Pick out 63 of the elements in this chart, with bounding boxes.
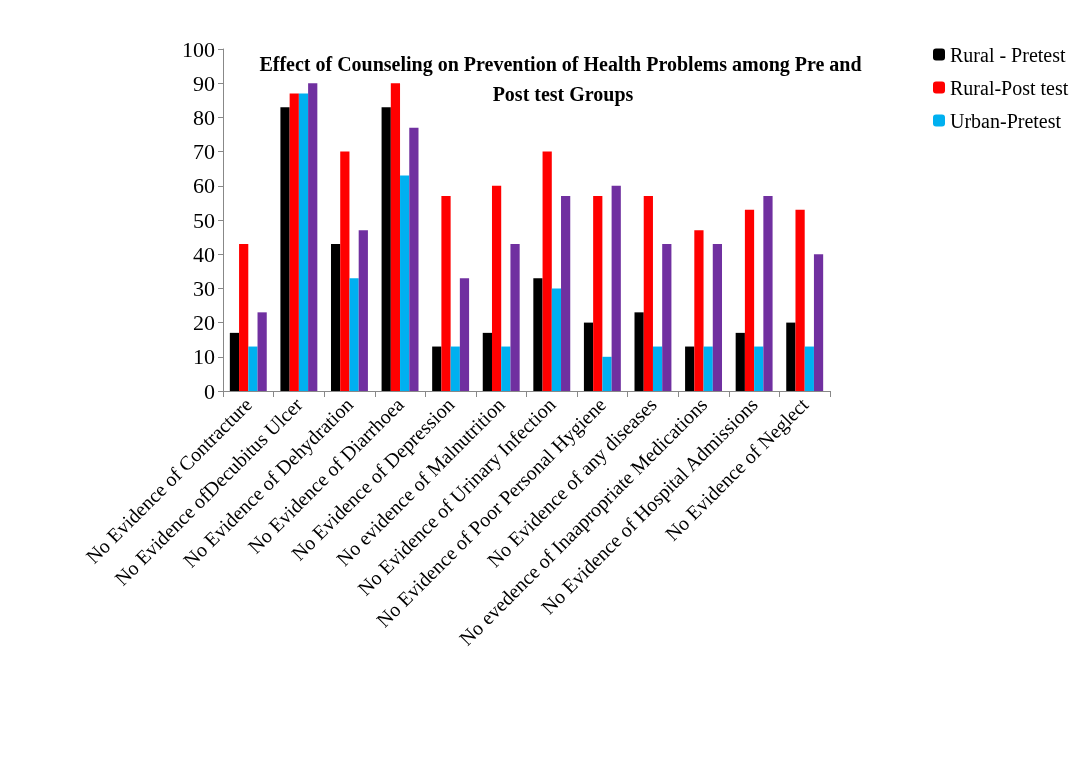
bar	[340, 151, 350, 391]
bar	[298, 93, 309, 391]
legend-label: Rural - Pretest	[950, 43, 1066, 66]
bar	[754, 346, 764, 391]
bar	[510, 243, 520, 391]
bar	[602, 356, 612, 391]
bar	[432, 346, 442, 391]
y-tick-label: 70	[193, 139, 215, 165]
bar	[308, 83, 318, 391]
bar	[358, 230, 368, 391]
bar	[381, 107, 391, 391]
bar	[634, 312, 644, 391]
y-tick-label: 20	[193, 310, 215, 336]
y-tick-label: 10	[193, 344, 215, 370]
bar	[542, 151, 552, 391]
y-tick-label: 100	[182, 36, 215, 62]
y-tick-label: 40	[193, 241, 215, 267]
bar	[248, 346, 258, 391]
bar	[409, 127, 419, 391]
bar	[685, 346, 695, 391]
bar	[712, 243, 722, 391]
bar	[795, 209, 805, 391]
bar	[349, 278, 359, 391]
bar	[593, 196, 603, 391]
bar	[694, 230, 704, 391]
bar	[652, 346, 663, 391]
bar	[583, 322, 594, 391]
bar	[813, 254, 824, 391]
bar	[643, 196, 653, 391]
bar	[533, 278, 543, 391]
bar	[289, 93, 299, 391]
bar	[482, 332, 492, 391]
bar	[441, 196, 451, 391]
bar	[551, 288, 562, 391]
legend-label: Rural-Post test	[950, 76, 1069, 99]
y-tick-label: 0	[204, 378, 215, 404]
bar	[786, 322, 796, 391]
text: Effect of Counseling on Prevention of Health Problems among Pre and Post test Groups	[259, 53, 867, 106]
y-tick-label: 30	[193, 275, 215, 301]
bar	[804, 346, 814, 391]
bar	[239, 243, 249, 391]
bar	[459, 278, 470, 391]
y-tick-label: 80	[193, 104, 215, 130]
bar	[280, 107, 290, 391]
bar	[735, 332, 745, 391]
bar	[331, 243, 341, 391]
legend-label: Urban-Pretest	[950, 109, 1062, 132]
bar	[561, 196, 571, 391]
bar	[257, 312, 267, 391]
bar	[491, 185, 502, 391]
bar	[744, 209, 755, 391]
bar	[390, 83, 401, 391]
y-tick-label: 50	[193, 207, 215, 233]
bar	[763, 196, 773, 391]
y-tick-label: 60	[193, 173, 215, 199]
y-tick-label: 90	[193, 70, 215, 96]
bar	[400, 175, 410, 391]
bar	[229, 332, 240, 391]
bar	[501, 346, 511, 391]
bar	[703, 346, 713, 391]
bar	[662, 243, 672, 391]
bar	[611, 185, 621, 391]
bar	[450, 346, 460, 391]
